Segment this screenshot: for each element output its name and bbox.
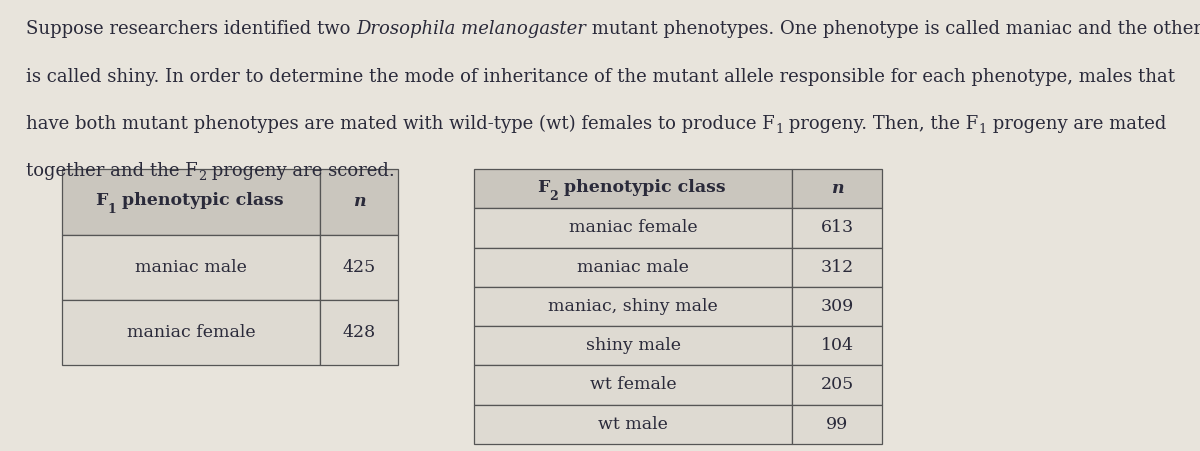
Text: n: n	[830, 180, 844, 197]
Text: n: n	[353, 193, 366, 210]
Text: 1: 1	[108, 203, 116, 216]
Text: 104: 104	[821, 337, 853, 354]
Text: is called shiny. In order to determine the mode of inheritance of the mutant all: is called shiny. In order to determine t…	[26, 68, 1176, 86]
Text: 2: 2	[550, 190, 558, 203]
Bar	[792, 326, 882, 365]
Text: 99: 99	[826, 416, 848, 433]
Text: have both mutant phenotypes are mated with wild-type (wt) females to produce F: have both mutant phenotypes are mated wi…	[26, 115, 775, 133]
Text: 312: 312	[821, 259, 853, 276]
Bar	[320, 169, 398, 235]
Text: progeny are scored.: progeny are scored.	[206, 162, 395, 180]
Bar	[792, 365, 882, 405]
Bar	[792, 208, 882, 248]
Bar	[792, 287, 882, 326]
Text: 309: 309	[821, 298, 853, 315]
Bar	[474, 365, 792, 405]
Text: F: F	[538, 179, 550, 196]
Bar	[320, 300, 398, 365]
Text: maniac, shiny male: maniac, shiny male	[548, 298, 718, 315]
Text: maniac male: maniac male	[577, 259, 689, 276]
Text: Suppose researchers identified two: Suppose researchers identified two	[26, 20, 356, 38]
Text: Drosophila melanogaster: Drosophila melanogaster	[356, 20, 587, 38]
Bar	[792, 405, 882, 444]
Bar	[62, 235, 320, 300]
Text: phenotypic class: phenotypic class	[558, 179, 726, 196]
Text: phenotypic class: phenotypic class	[116, 192, 284, 209]
Text: maniac male: maniac male	[136, 259, 247, 276]
Bar	[320, 235, 398, 300]
Text: F: F	[95, 192, 108, 209]
Text: together and the F: together and the F	[26, 162, 198, 180]
Bar	[474, 326, 792, 365]
Text: maniac female: maniac female	[569, 220, 697, 236]
Bar	[474, 287, 792, 326]
Text: progeny are mated: progeny are mated	[986, 115, 1166, 133]
Bar	[474, 208, 792, 248]
Text: 613: 613	[821, 220, 853, 236]
Text: 428: 428	[343, 324, 376, 341]
Bar	[474, 248, 792, 287]
Bar	[474, 169, 792, 208]
Bar	[62, 169, 320, 235]
Text: progeny. Then, the F: progeny. Then, the F	[784, 115, 979, 133]
Bar	[62, 300, 320, 365]
Text: 425: 425	[343, 259, 376, 276]
Bar	[792, 169, 882, 208]
Text: 1: 1	[775, 123, 784, 136]
Text: 1: 1	[979, 123, 986, 136]
Text: mutant phenotypes. One phenotype is called maniac and the other: mutant phenotypes. One phenotype is call…	[587, 20, 1200, 38]
Text: 205: 205	[821, 377, 853, 393]
Text: wt female: wt female	[589, 377, 677, 393]
Text: wt male: wt male	[598, 416, 668, 433]
Text: 2: 2	[198, 170, 206, 184]
Bar	[474, 405, 792, 444]
Text: shiny male: shiny male	[586, 337, 680, 354]
Bar	[792, 248, 882, 287]
Text: maniac female: maniac female	[127, 324, 256, 341]
